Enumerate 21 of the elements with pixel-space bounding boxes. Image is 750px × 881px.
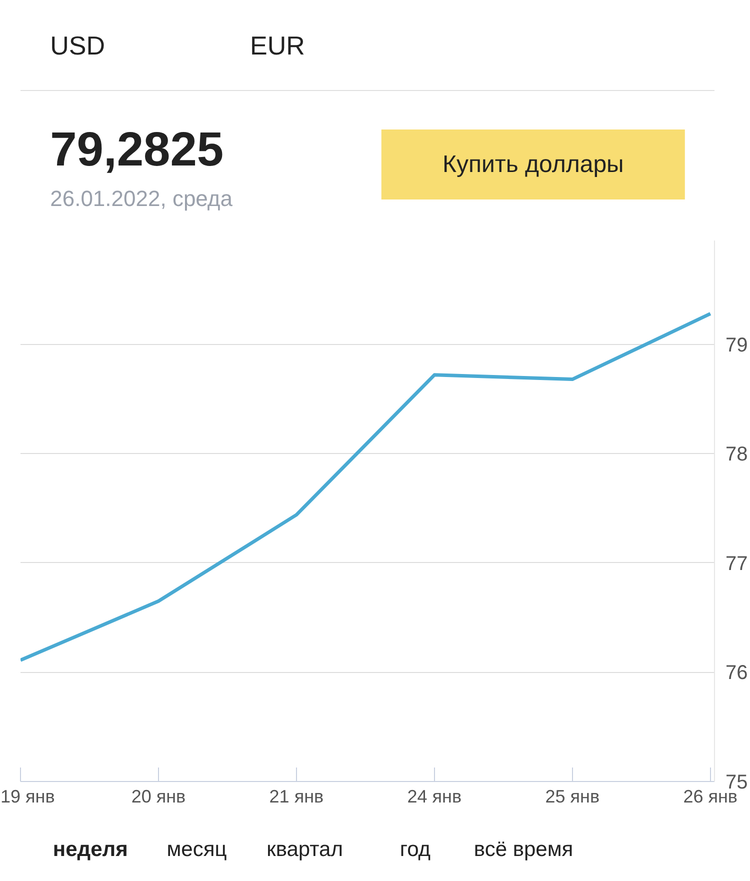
line-series <box>20 312 712 662</box>
text: EUR <box>250 30 305 60</box>
y-tick-label: 76 <box>726 662 748 684</box>
y-tick-label: 77 <box>726 552 748 575</box>
x-tick-label: 21 янв <box>269 786 324 806</box>
text: USD <box>50 30 106 60</box>
text: год <box>400 838 431 861</box>
chart-subtitle: 26.01.2022, среда <box>50 186 234 211</box>
x-tick-label: 20 янв <box>131 786 186 806</box>
x-tick-label: 24 янв <box>407 786 462 806</box>
x-tick-label: 19 янв <box>0 786 55 806</box>
chart-title: 79,2825 <box>50 124 224 176</box>
y-tick-label: 75 <box>726 772 748 794</box>
text: Купить доллары <box>442 151 624 178</box>
text: всё время <box>474 838 574 861</box>
text: неделя <box>52 838 128 861</box>
text: квартал <box>266 838 343 861</box>
y-tick-label: 78 <box>726 444 748 466</box>
x-tick-label: 25 янв <box>545 786 600 806</box>
text: месяц <box>166 838 227 861</box>
y-tick-label: 79 <box>726 334 748 356</box>
